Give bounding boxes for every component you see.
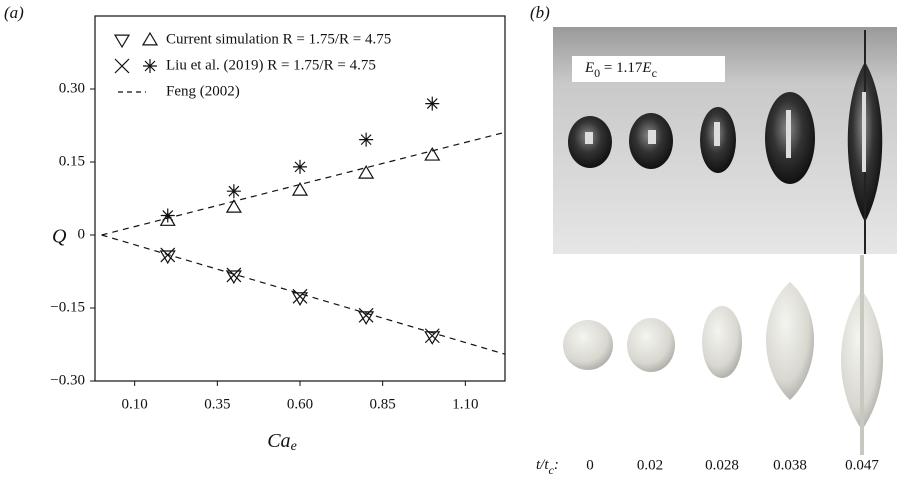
text-part: E: [641, 60, 651, 76]
marker-down-triangle: [225, 270, 242, 285]
time-label: t/tc:: [536, 457, 559, 476]
fit-line: [101, 131, 506, 236]
x-tick-label: 0.10: [122, 396, 148, 412]
text-part: :: [554, 457, 559, 473]
marker-x: [226, 267, 242, 283]
time-value: 0: [586, 457, 594, 473]
text-part: c: [652, 66, 657, 80]
text-part: 0: [594, 66, 600, 80]
annotation-box: [572, 56, 725, 82]
marker-up-triangle: [225, 199, 242, 213]
y-tick-label: 0.15: [59, 153, 85, 169]
text-part: c: [549, 463, 555, 477]
marker-x: [114, 58, 130, 74]
marker-down-triangle: [291, 292, 309, 306]
panel-label: (b): [530, 3, 550, 22]
legend-label: Liu et al. (2019) R = 1.75/R = 4.75: [166, 57, 376, 73]
x-tick-label: 0.85: [370, 396, 396, 412]
marker-asterisk: [293, 159, 307, 174]
marker-down-triangle: [424, 331, 441, 345]
marker-up-triangle: [424, 147, 441, 161]
marker-asterisk: [143, 59, 157, 73]
marker-up-triangle: [358, 165, 375, 179]
text-part: t/t: [536, 457, 549, 473]
marker-asterisk: [359, 132, 374, 147]
marker-down-triangle: [159, 250, 176, 265]
simulation-drops: [563, 255, 883, 455]
annotation: E0 = 1.17Ec: [584, 60, 657, 79]
text-part: = 1.17: [600, 60, 643, 76]
marker-asterisk: [425, 96, 440, 111]
panel-label: (a): [4, 3, 24, 22]
y-axis-label: Q: [52, 226, 67, 248]
marker-down-triangle: [113, 34, 131, 49]
x-tick-label: 0.35: [204, 396, 230, 412]
fit-line: [101, 234, 506, 355]
x-tick-label: 0.60: [287, 396, 313, 412]
marker-up-triangle: [141, 31, 159, 46]
marker-asterisk: [160, 208, 175, 223]
time-value: 0.028: [705, 457, 739, 473]
y-tick-label: −0.15: [50, 299, 85, 315]
y-tick-label: 0: [78, 226, 86, 242]
time-value: 0.038: [773, 457, 807, 473]
legend-label: Current simulation R = 1.75/R = 4.75: [166, 31, 391, 47]
x-axis-label: Cae: [267, 430, 297, 455]
time-value: 0.047: [845, 457, 879, 473]
time-value: 0.02: [637, 457, 663, 473]
legend-label: Feng (2002): [166, 83, 240, 99]
y-tick-label: 0.30: [59, 80, 85, 96]
marker-x: [358, 307, 374, 323]
y-tick-label: −0.30: [50, 372, 85, 388]
marker-x: [424, 328, 440, 344]
marker-up-triangle: [291, 182, 309, 196]
x-tick-label: 1.10: [452, 396, 478, 412]
marker-asterisk: [226, 184, 241, 199]
text-part: E: [584, 60, 594, 76]
marker-down-triangle: [358, 311, 375, 325]
photo-drops: [568, 30, 883, 254]
